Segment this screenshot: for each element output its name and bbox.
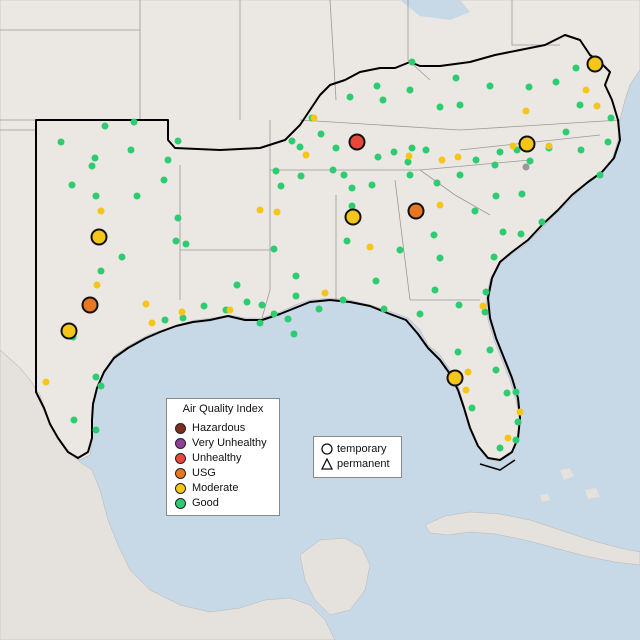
legend-item-usg: USG [175,466,216,480]
aqi-legend: Air Quality Index Hazardous Very Unhealt… [166,398,280,516]
hazardous-swatch [175,422,186,434]
circle-icon [320,443,333,456]
legend-title: Air Quality Index [182,403,264,415]
unhealthy-swatch [175,452,186,464]
legend-item-hazardous: Hazardous [175,421,245,435]
no-data-monitor[interactable] [522,163,530,171]
lake [400,0,470,20]
moderate-swatch [175,482,186,494]
good-swatch [175,497,186,509]
legend-label: Very Unhealthy [192,437,267,449]
legend-item-good: Good [175,496,219,510]
land-cuba [424,511,640,566]
monitor-type-legend: temporary permanent [313,436,402,478]
moderate-monitors[interactable] [42,86,601,442]
land-bahamas [540,468,600,502]
legend-label: USG [192,467,216,479]
florida-keys [479,459,516,471]
triangle-icon [320,458,333,471]
legend-item-permanent: permanent [320,457,390,471]
legend-label: Moderate [192,482,239,494]
legend-label: Good [192,497,219,509]
legend-item-temporary: temporary [320,442,387,456]
usg-swatch [175,467,186,479]
legend-item-moderate: Moderate [175,481,238,495]
legend-item-very-unhealthy: Very Unhealthy [175,436,267,450]
legend-label: temporary [337,443,387,455]
legend-label: Unhealthy [192,452,242,464]
good-monitors[interactable] [57,58,615,452]
legend-label: Hazardous [192,422,246,434]
legend-label: permanent [337,458,390,470]
state-borders [0,0,621,319]
very-unhealthy-swatch [175,437,186,449]
land-yucatan [299,537,371,616]
legend-item-unhealthy: Unhealthy [175,451,242,465]
large-monitors[interactable] [60,55,604,387]
